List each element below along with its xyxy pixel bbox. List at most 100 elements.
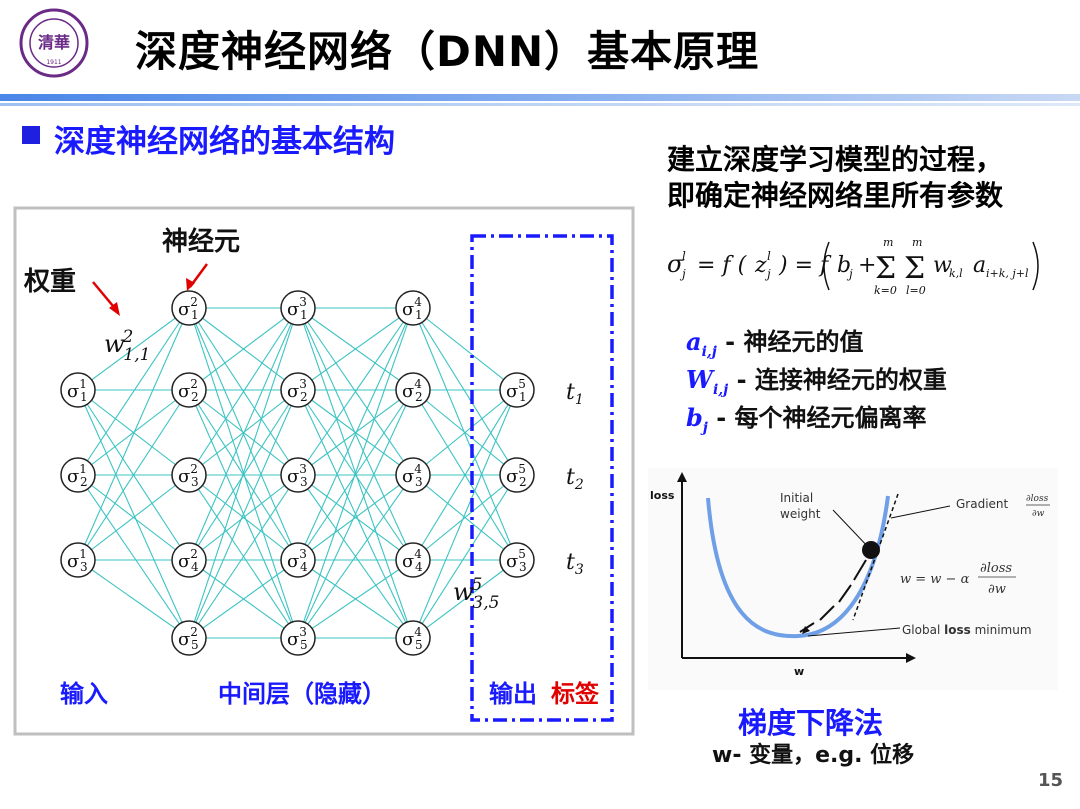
gradient-descent-subtitle: w- 变量，e.g. 位移 — [712, 743, 915, 768]
neuron-label: σ1 2 — [67, 462, 88, 489]
university-logo: 清華 1911 — [18, 4, 90, 82]
neuron-l4-n5: σ4 5 — [395, 620, 431, 656]
svg-text:w: w — [933, 253, 952, 278]
edge-l1-2-5 — [77, 474, 190, 639]
neuron-l1-n2: σ1 2 — [60, 457, 96, 493]
weight-w35: w5 3,5 — [453, 575, 499, 613]
edge-l3-5-3 — [297, 474, 414, 639]
svg-text:j: j — [846, 267, 853, 281]
target-t3: t3 — [566, 550, 584, 578]
svg-text:l: l — [682, 249, 686, 263]
neuron-l1-n3: σ1 3 — [60, 542, 96, 578]
neuron-label: σ3 5 — [287, 625, 308, 652]
neuron-l2-n4: σ2 4 — [171, 542, 207, 578]
svg-text:l: l — [767, 249, 771, 263]
label-output: 输出 — [489, 680, 537, 708]
edge-l3-4-1 — [297, 307, 414, 561]
svg-text:清華: 清華 — [38, 33, 70, 52]
gradient-descent-title: 梯度下降法 — [738, 706, 884, 740]
header-divider — [0, 94, 1080, 101]
neuron-l4-n2: σ4 2 — [395, 372, 431, 408]
neuron-l3-n1: σ3 1 — [280, 290, 316, 326]
neuron-label: σ5 2 — [506, 462, 527, 489]
svg-text:z: z — [754, 253, 767, 278]
edge-l2-5-3 — [188, 474, 299, 639]
neuron-l4-n3: σ4 3 — [395, 457, 431, 493]
svg-text:Σ: Σ — [875, 251, 896, 286]
neuron-label: σ3 1 — [287, 295, 308, 322]
edge-l2-2-1 — [188, 307, 299, 391]
edge-l2-4-3 — [188, 474, 299, 561]
gradient-descent-chart: loss w Initial weight Gradient ∂loss ∂w w… — [648, 468, 1058, 690]
neuron-label: σ5 1 — [506, 377, 527, 404]
edge-l4-1-3 — [412, 307, 518, 561]
edge-l2-4-2 — [188, 389, 299, 561]
neuron-arrow-head — [186, 278, 195, 291]
edge-l1-3-2 — [77, 389, 190, 561]
neuron-l3-n3: σ3 3 — [280, 457, 316, 493]
svg-text:j: j — [679, 267, 686, 281]
edge-l3-5-1 — [297, 307, 414, 639]
edge-l1-2-2 — [77, 389, 190, 476]
neuron-label: σ4 5 — [402, 625, 423, 652]
svg-text:∂w: ∂w — [1032, 509, 1045, 519]
neuron-l1-n1: σ1 1 — [60, 372, 96, 408]
neuron-label: σ2 3 — [178, 462, 199, 489]
edge-l3-3-1 — [297, 307, 414, 476]
svg-text:+: + — [858, 253, 876, 278]
edge-l3-2-1 — [297, 307, 414, 391]
neuron-label: σ2 4 — [178, 547, 199, 574]
descent-arrows — [799, 559, 867, 633]
svg-text:i+k, j+l: i+k, j+l — [986, 267, 1029, 280]
global-min-label: Global loss minimum — [902, 623, 1032, 637]
edge-l1-1-5 — [77, 389, 190, 639]
svg-text:m: m — [883, 236, 893, 249]
label-hidden: 中间层（隐藏） — [218, 680, 386, 708]
neuron-label: σ2 5 — [178, 625, 199, 652]
edge-l4-4-2 — [412, 474, 518, 561]
page-title: 深度神经网络（DNN）基本原理 — [135, 27, 760, 76]
edge-l3-4-2 — [297, 389, 414, 561]
edge-l2-3-2 — [188, 389, 299, 476]
edge-l3-5-4 — [297, 559, 414, 639]
edge-l2-5-2 — [188, 389, 299, 639]
target-t2: t2 — [566, 465, 584, 493]
gradient-label: Gradient — [956, 497, 1009, 511]
svg-text:) = f: ) = f — [778, 253, 832, 278]
svg-text:= f (: = f ( — [697, 253, 747, 278]
svg-text:∂loss: ∂loss — [980, 561, 1012, 576]
neuron-l3-n2: σ3 2 — [280, 372, 316, 408]
neuron-label: σ4 4 — [402, 547, 423, 574]
weight-w11: w2 1,1 — [104, 327, 150, 365]
update-rule: w = w − α — [900, 572, 970, 587]
edge-l1-3-5 — [77, 559, 190, 639]
svg-text:a: a — [973, 253, 986, 278]
edge-l4-1-1 — [412, 307, 518, 391]
output-dashed-box — [470, 234, 614, 722]
edge-l2-4-1 — [188, 307, 299, 561]
svg-text:σ: σ — [667, 250, 684, 278]
edge-l4-1-2 — [412, 307, 518, 476]
neuron-l4-n4: σ4 4 — [395, 542, 431, 578]
neuron-label: σ5 3 — [506, 547, 527, 574]
chart-ylabel: loss — [650, 489, 675, 502]
neuron-label: σ4 1 — [402, 295, 423, 322]
initial-weight-label: Initial weight — [780, 491, 821, 521]
neuron-l5-n2: σ5 2 — [499, 457, 535, 493]
neuron-label: σ3 2 — [287, 377, 308, 404]
label-neuron: 神经元 — [162, 226, 240, 257]
neuron-l5-n1: σ5 1 — [499, 372, 535, 408]
edge-l1-3-3 — [77, 474, 190, 561]
svg-text:k=0: k=0 — [874, 284, 897, 297]
diagram-frame — [13, 206, 635, 736]
edge-l3-5-2 — [297, 389, 414, 639]
neuron-label: σ1 1 — [67, 377, 88, 404]
legend-item-a: ai,j - 神经元的值 — [686, 327, 864, 360]
svg-text:1911: 1911 — [46, 59, 61, 66]
neuron-l2-n1: σ2 1 — [171, 290, 207, 326]
edge-l3-4-3 — [297, 474, 414, 561]
svg-text:j: j — [764, 267, 771, 281]
edge-l2-5-4 — [188, 559, 299, 639]
svg-text:k,l: k,l — [949, 267, 963, 280]
